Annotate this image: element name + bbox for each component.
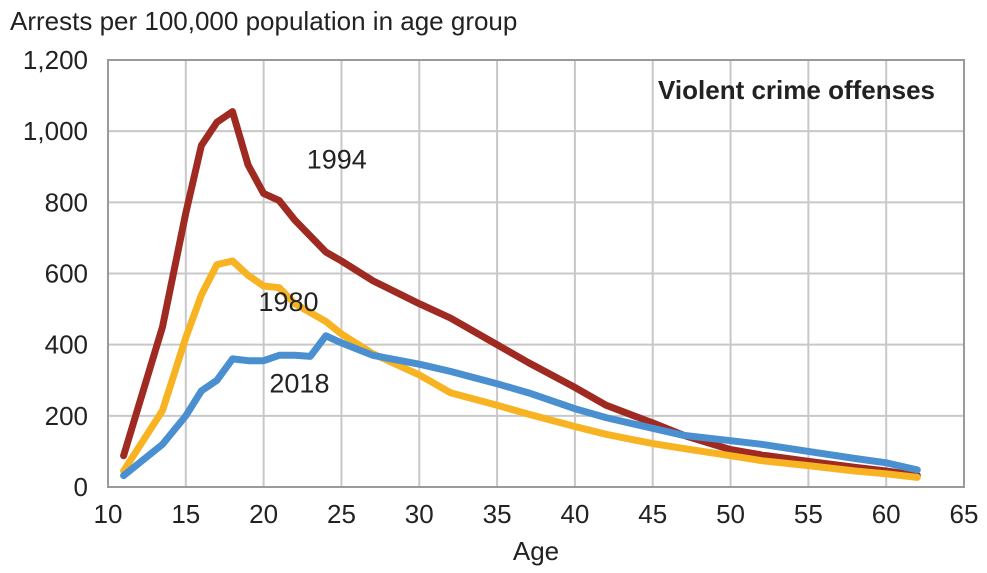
y-tick-label: 1,200	[23, 45, 88, 75]
series-line-1980	[120, 257, 921, 481]
x-tick-label: 35	[483, 499, 512, 529]
series-label-1994: 1994	[307, 145, 367, 175]
series-lines	[120, 108, 921, 481]
series-line-1994	[120, 108, 921, 479]
grid	[108, 60, 964, 487]
x-axis-title: Age	[513, 536, 559, 566]
series-labels: 1994 1980 2018	[258, 145, 366, 399]
x-tick-label: 50	[716, 499, 745, 529]
x-tick-label: 25	[327, 499, 356, 529]
chart-title: Violent crime offenses	[658, 75, 935, 105]
x-tick-label: 10	[94, 499, 123, 529]
plot-frame	[107, 59, 965, 488]
y-tick-label: 0	[74, 472, 88, 502]
x-tick-label: 65	[950, 499, 979, 529]
x-tick-label: 30	[405, 499, 434, 529]
series-line-2018	[120, 332, 921, 480]
y-tick-label: 800	[45, 187, 88, 217]
y-axis-ticks: 0 200 400 600 800 1,000 1,200	[23, 45, 88, 502]
x-tick-label: 60	[872, 499, 901, 529]
y-tick-label: 200	[45, 401, 88, 431]
x-axis-ticks: 10 15 20 25 30 35 40 45 50 55 60 65	[94, 499, 979, 529]
y-tick-label: 1,000	[23, 116, 88, 146]
y-tick-label: 400	[45, 330, 88, 360]
x-tick-label: 15	[171, 499, 200, 529]
x-tick-label: 20	[249, 499, 278, 529]
x-tick-label: 55	[794, 499, 823, 529]
y-axis-title: Arrests per 100,000 population in age gr…	[10, 6, 517, 36]
x-tick-label: 40	[560, 499, 589, 529]
series-label-2018: 2018	[269, 369, 329, 399]
x-tick-label: 45	[638, 499, 667, 529]
y-tick-label: 600	[45, 259, 88, 289]
series-label-1980: 1980	[258, 287, 318, 317]
